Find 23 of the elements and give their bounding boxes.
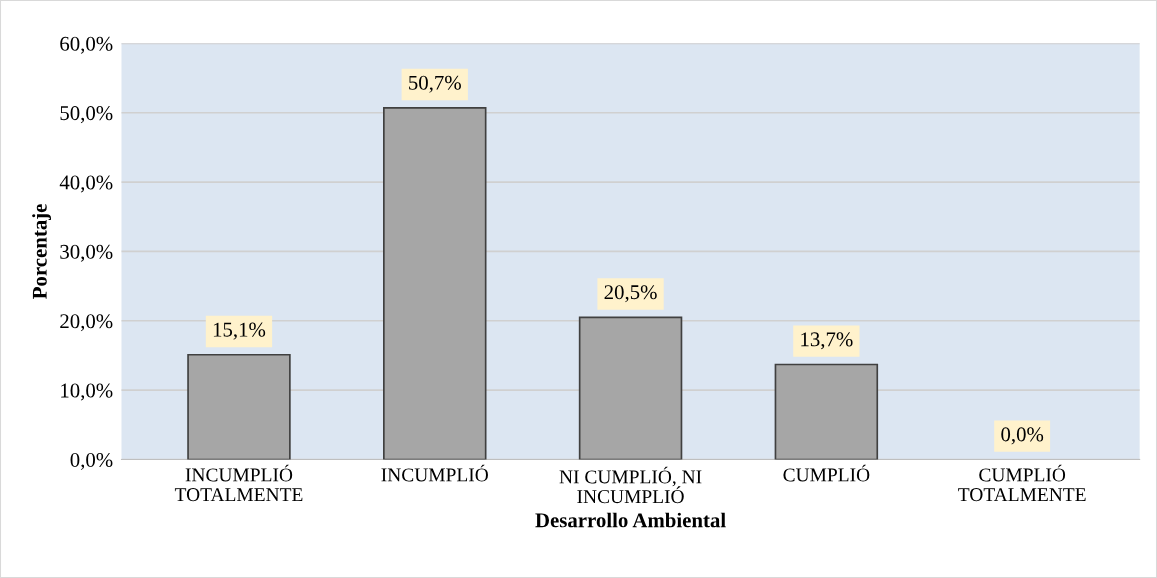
y-tick-label: 60,0% [60,36,113,54]
x-tick-label: CUMPLIÓ [783,464,870,482]
bar [578,316,683,460]
data-label: 50,7% [409,75,461,93]
x-tick-label: INCUMPLIÓ TOTALMENTE [174,464,303,502]
y-tick-label: 50,0% [60,106,113,124]
data-label: 15,1% [213,322,266,340]
bar [383,107,487,460]
data-label: 20,5% [604,285,657,303]
bar [187,353,291,460]
y-tick-label: 10,0% [61,383,113,401]
x-axis-title: Desarrollo Ambiental [535,512,726,528]
data-label: 0,0% [1001,427,1044,445]
bar [774,363,879,460]
y-tick-label: 0,0% [70,452,113,470]
y-tick-label: 40,0% [59,175,113,193]
y-axis-title: Porcentaje [32,204,52,299]
x-tick-label: CUMPLIÓ TOTALMENTE [958,464,1086,502]
x-tick-label: NI CUMPLIÓ, NI INCUMPLIÓ [559,466,702,504]
y-tick-label: 30,0% [60,244,113,262]
y-tick-label: 20,0% [60,314,113,332]
data-label: 13,7% [801,332,853,350]
x-tick-label: INCUMPLIÓ [381,464,488,482]
